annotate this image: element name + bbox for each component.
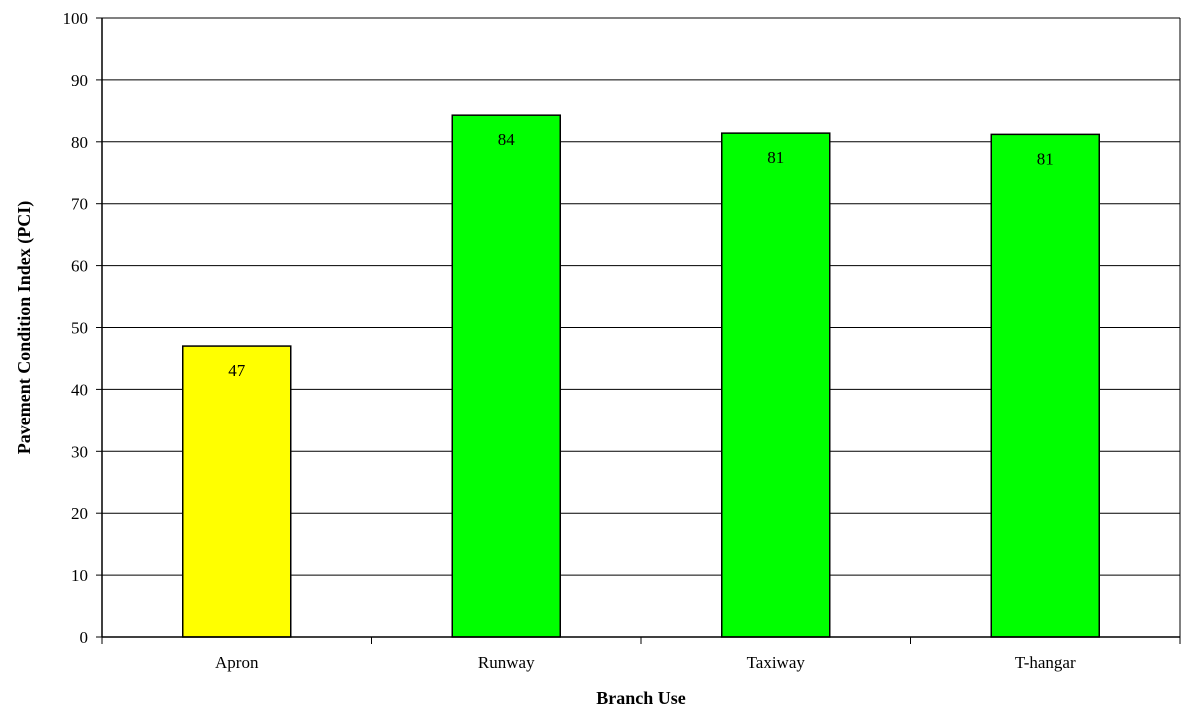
axes: [96, 17, 1181, 644]
y-tick-label: 20: [71, 504, 88, 523]
y-tick-label: 100: [63, 9, 89, 28]
y-tick-label: 40: [71, 380, 88, 399]
x-tick-label: Taxiway: [747, 653, 806, 672]
x-tick-label: T-hangar: [1015, 653, 1076, 672]
data-label: 47: [228, 361, 246, 380]
bars: [182, 114, 1100, 638]
y-tick-label: 10: [71, 566, 88, 585]
data-label: 81: [767, 148, 784, 167]
y-tick-label: 90: [71, 71, 88, 90]
y-tick-label: 70: [71, 195, 88, 214]
y-tick-label: 60: [71, 257, 88, 276]
y-tick-label: 30: [71, 442, 88, 461]
x-tick-label: Apron: [215, 653, 259, 672]
bar-taxiway: [721, 132, 831, 638]
y-axis-title: Pavement Condition Index (PCI): [14, 201, 35, 455]
labels: 0 10 20 30 40 50 60 70 80 90 100 47 Apron 84 Runway 81 T…: [63, 9, 1076, 672]
x-axis-title: Branch Use: [596, 688, 686, 708]
y-tick-label: 80: [71, 133, 88, 152]
x-tick-label: Runway: [478, 653, 535, 672]
y-tick-label: 50: [71, 319, 88, 338]
bar-t-hangar: [990, 133, 1100, 638]
bar-runway: [451, 114, 561, 638]
data-label: 81: [1037, 149, 1054, 168]
bar-apron: [182, 345, 292, 638]
y-tick-label: 0: [80, 628, 89, 647]
data-label: 84: [498, 130, 516, 149]
